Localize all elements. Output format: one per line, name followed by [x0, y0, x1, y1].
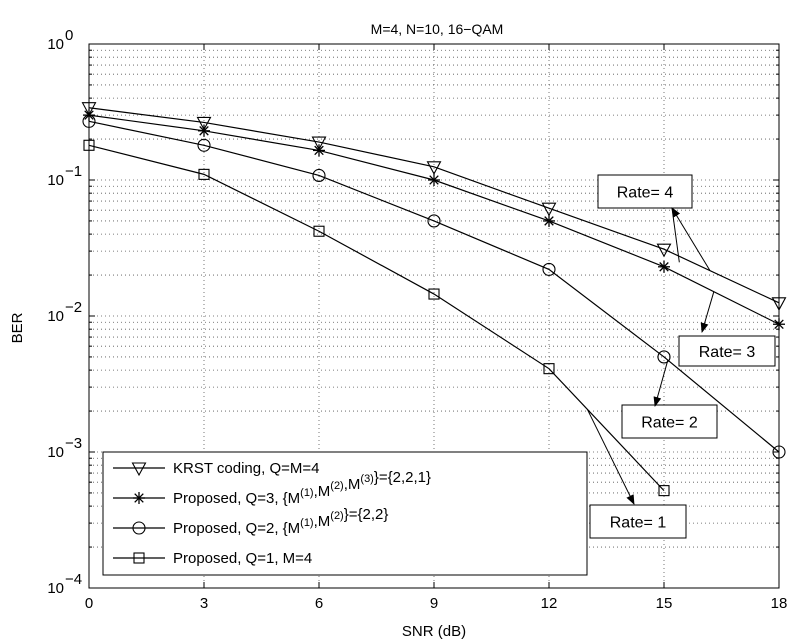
- annotation-box: [589, 504, 687, 539]
- rate-annotation-3: Rate= 2: [621, 359, 718, 439]
- rate-annotation-1: Rate= 4: [597, 174, 711, 271]
- circle-marker: [197, 138, 211, 152]
- y-tick-label: 10: [47, 308, 64, 325]
- series-3: [83, 139, 670, 497]
- annotation-box: [597, 174, 693, 209]
- legend-entry-1: Proposed, Q=3, {M(1),M(2),M(3)}={2,2,1}: [113, 469, 431, 507]
- y-axis-label: BER: [9, 312, 26, 343]
- circle-marker: [542, 262, 556, 276]
- series-2: [82, 114, 786, 459]
- asterisk-stroke: [134, 493, 144, 503]
- y-tick-label: 10: [47, 172, 64, 189]
- x-tick-label: 18: [771, 595, 788, 612]
- legend-label: Proposed, Q=2, {M(1),M(2)}={2,2}: [173, 506, 388, 537]
- triangle-marker: [771, 297, 787, 311]
- square-marker: [198, 168, 210, 180]
- asterisk-marker: [773, 318, 785, 331]
- asterisk-stroke: [544, 216, 554, 226]
- y-tick-label: 10: [47, 444, 64, 461]
- square-marker: [543, 363, 555, 375]
- circle-marker: [312, 168, 326, 183]
- asterisk-stroke: [659, 262, 669, 272]
- circle-marker: [772, 445, 786, 459]
- series-layer: [81, 102, 787, 497]
- asterisk-stroke: [429, 175, 439, 185]
- circle-marker: [657, 350, 671, 364]
- x-tick-label: 3: [200, 595, 208, 612]
- annotation-arrow: [700, 291, 715, 333]
- asterisk-marker: [543, 214, 555, 227]
- rate-annotation-2: Rate= 3: [678, 291, 776, 367]
- x-tick-label: 15: [656, 595, 673, 612]
- triangle-marker: [541, 202, 557, 217]
- x-tick-label: 6: [315, 595, 323, 612]
- legend-label: Proposed, Q=1, M=4: [173, 550, 312, 567]
- x-tick-label: 9: [430, 595, 438, 612]
- square-marker: [133, 552, 145, 564]
- asterisk-marker: [658, 260, 670, 273]
- triangle-marker: [426, 161, 442, 175]
- x-tick-label: 12: [541, 595, 558, 612]
- y-tick-exponent: −2: [65, 299, 82, 316]
- annotation-text: Rate= 2: [641, 415, 698, 432]
- triangle-marker: [311, 136, 327, 151]
- asterisk-marker: [428, 174, 440, 186]
- circle-marker: [132, 521, 146, 535]
- circle-marker: [427, 214, 441, 228]
- rate-annotation-4: Rate= 1: [586, 409, 687, 539]
- chart-title: M=4, N=10, 16−QAM: [371, 21, 504, 37]
- series-line: [88, 107, 780, 304]
- series-0: [81, 102, 787, 311]
- y-tick-exponent: −1: [65, 163, 82, 180]
- triangle-marker: [131, 462, 147, 477]
- legend-box: [102, 451, 588, 576]
- x-axis-label: SNR (dB): [402, 623, 466, 640]
- annotation-box: [678, 335, 776, 367]
- asterisk-marker: [198, 124, 210, 137]
- legend-entry-0: KRST coding, Q=M=4: [113, 460, 319, 477]
- series-line: [88, 144, 665, 492]
- series-line: [88, 120, 780, 453]
- triangle-marker: [196, 116, 212, 131]
- legend-entry-3: Proposed, Q=1, M=4: [113, 550, 312, 567]
- y-tick-exponent: 0: [65, 27, 73, 44]
- triangle-marker: [656, 243, 672, 258]
- square-marker: [658, 485, 670, 497]
- square-marker: [313, 225, 325, 237]
- annotation-arrow: [653, 359, 669, 407]
- x-tick-label: 0: [85, 595, 93, 612]
- annotation-text: Rate= 3: [699, 344, 756, 361]
- asterisk-marker: [133, 492, 145, 504]
- square-marker: [428, 288, 440, 300]
- asterisk-stroke: [199, 126, 209, 136]
- annotation-text: Rate= 1: [610, 515, 667, 532]
- y-tick-label: 10: [47, 580, 64, 597]
- legend-label: KRST coding, Q=M=4: [173, 460, 319, 477]
- legend-entry-2: Proposed, Q=2, {M(1),M(2)}={2,2}: [113, 506, 388, 537]
- y-tick-exponent: −3: [65, 435, 82, 452]
- annotation-arrow: [671, 207, 711, 271]
- circle-marker: [82, 114, 96, 128]
- legend-label: Proposed, Q=3, {M(1),M(2),M(3)}={2,2,1}: [173, 469, 431, 507]
- square-marker: [83, 139, 95, 151]
- asterisk-stroke: [314, 145, 324, 156]
- y-tick-exponent: −4: [65, 571, 82, 588]
- annotation-arrow: [586, 409, 635, 505]
- annotation-box: [621, 404, 718, 439]
- asterisk-stroke: [774, 319, 784, 329]
- triangle-marker: [81, 102, 97, 116]
- annotations: Rate= 4 Rate= 3 Rate= 2 Rate= 1: [586, 174, 776, 539]
- y-tick-label: 10: [47, 36, 64, 53]
- annotation-text: Rate= 4: [617, 185, 674, 202]
- asterisk-marker: [313, 144, 325, 157]
